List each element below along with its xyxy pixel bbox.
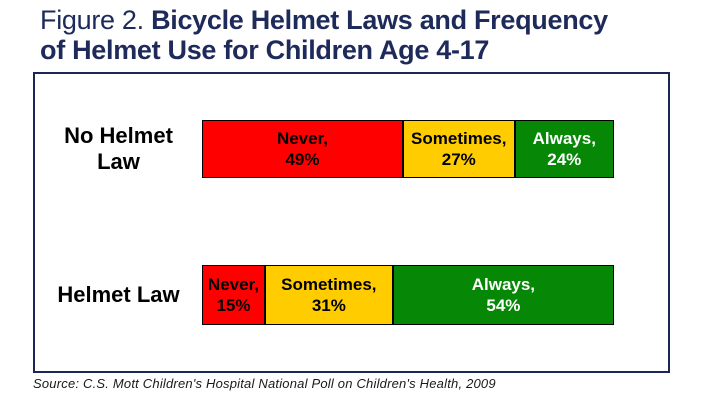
bar-segment-never: Never, 49% (202, 120, 403, 178)
segment-name: Never, (276, 129, 328, 148)
bar-segment-sometimes: Sometimes, 31% (264, 265, 393, 325)
bar-segment-always: Always, 54% (392, 265, 614, 325)
segment-value: 54% (486, 296, 521, 315)
segment-name: Sometimes, (411, 129, 507, 148)
bar-row-no-helmet-law: No Helmet Law Never, 49% Sometimes, 27% … (35, 120, 668, 178)
bar-segment-always: Always, 24% (514, 120, 614, 178)
figure-title-prefix: Figure 2. (40, 5, 152, 35)
segment-name: Never, (207, 275, 259, 294)
figure-title-line2: of Helmet Use for Children Age 4-17 (40, 35, 490, 65)
segment-name: Sometimes, (281, 275, 377, 294)
segment-value: 31% (311, 296, 346, 315)
segment-value: 24% (547, 150, 582, 169)
category-label-helmet-law: Helmet Law (57, 282, 180, 307)
segment-name: Always, (471, 275, 536, 294)
segment-value: 27% (441, 150, 476, 169)
figure-title: Figure 2. Bicycle Helmet Laws and Freque… (40, 5, 680, 65)
bar-segment-sometimes: Sometimes, 27% (402, 120, 515, 178)
bar-row-helmet-law: Helmet Law Never, 15% Sometimes, 31% Alw… (35, 265, 668, 325)
source-note: Source: C.S. Mott Children's Hospital Na… (33, 376, 496, 391)
category-label-no-helmet-law: No Helmet Law (64, 123, 173, 174)
segment-value: 49% (285, 150, 320, 169)
stacked-bar-helmet-law: Never, 15% Sometimes, 31% Always, 54% (202, 265, 614, 325)
segment-value: 15% (216, 296, 251, 315)
chart-plot-area: No Helmet Law Never, 49% Sometimes, 27% … (33, 72, 670, 373)
figure-title-line1: Bicycle Helmet Laws and Frequency (151, 5, 608, 35)
segment-name: Always, (532, 129, 596, 148)
stacked-bar-no-helmet-law: Never, 49% Sometimes, 27% Always, 24% (202, 120, 614, 178)
bar-segment-never: Never, 15% (202, 265, 265, 325)
